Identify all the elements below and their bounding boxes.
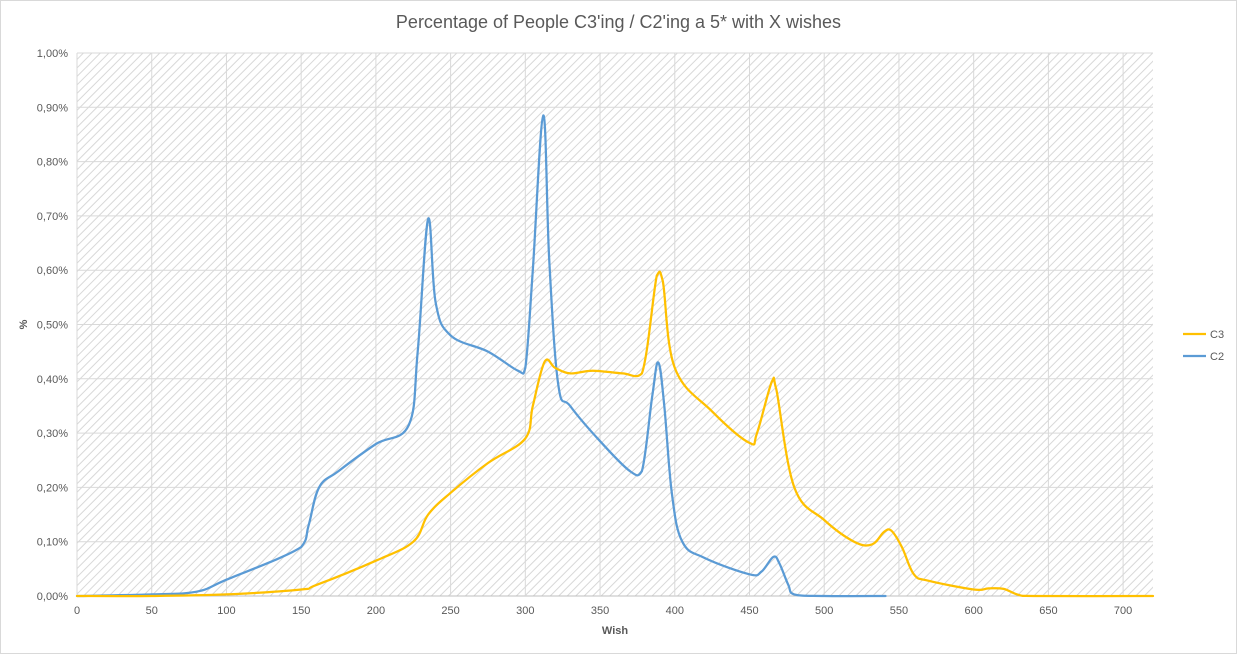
x-tick-label: 650 [1039,605,1057,617]
x-tick-label: 600 [964,605,982,617]
x-tick-label: 450 [740,605,758,617]
x-tick-label: 350 [591,605,609,617]
y-tick-label: 0,00% [37,591,68,603]
x-axis-label: Wish [602,625,628,637]
grid [76,52,1153,597]
legend-label-c3: C3 [1210,329,1224,341]
series-lines [75,114,1155,598]
x-tick-label: 0 [74,605,80,617]
x-tick-label: 100 [217,605,235,617]
series-line-c2 [75,114,887,598]
x-tick-label: 400 [666,605,684,617]
y-tick-label: 0,60% [37,265,68,277]
y-tick-label: 0,70% [37,211,68,223]
series-line-c3 [75,270,1155,598]
legend: C3 C2 [1183,329,1224,363]
legend-label-c2: C2 [1210,351,1224,363]
y-tick-label: 0,40% [37,374,68,386]
y-tick-label: 0,50% [37,320,68,332]
x-tick-label: 50 [146,605,158,617]
x-tick-label: 200 [367,605,385,617]
x-tick-label: 700 [1114,605,1132,617]
x-tick-label: 500 [815,605,833,617]
x-tick-label: 250 [441,605,459,617]
x-axis-ticks: 0 50 100 150 200 250 300 350 400 450 500 550 600 650 7… [74,605,1132,617]
x-tick-label: 150 [292,605,310,617]
x-tick-label: 300 [516,605,534,617]
y-tick-label: 0,30% [37,428,68,440]
y-tick-label: 1,00% [37,48,68,60]
y-tick-label: 0,90% [37,102,68,114]
y-axis-label: % [18,319,30,329]
y-tick-label: 0,10% [37,537,68,549]
y-axis-ticks: 0,00% 0,10% 0,20% 0,30% 0,40% 0,50% 0,60% 0,70%… [37,48,68,603]
y-tick-label: 0,20% [37,482,68,494]
x-tick-label: 550 [890,605,908,617]
chart-title: Percentage of People C3'ing / C2'ing a 5… [395,12,842,32]
y-tick-label: 0,80% [37,157,68,169]
